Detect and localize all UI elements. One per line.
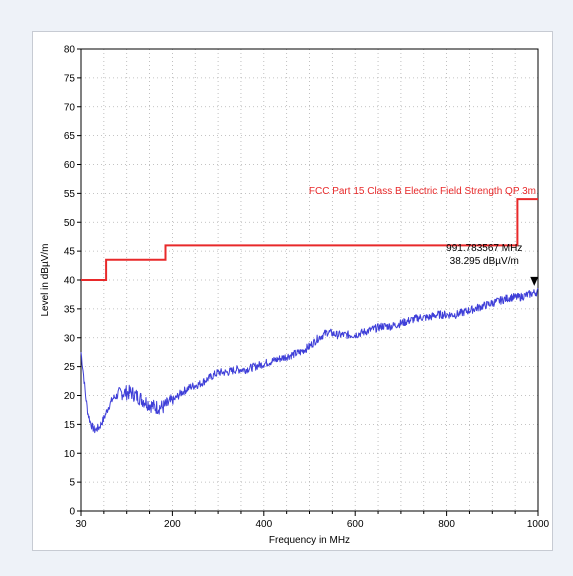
y-tick-label: 20	[64, 391, 76, 402]
marker-triangle-icon	[530, 276, 539, 286]
grid	[81, 49, 538, 511]
marker-level-label: 38.295 dBµV/m	[450, 256, 519, 267]
marker-frequency-label: 991.783567 MHz	[446, 243, 522, 254]
x-tick-label: 600	[347, 519, 364, 530]
x-axis-label: Frequency in MHz	[269, 535, 350, 546]
y-tick-label: 15	[64, 420, 76, 431]
emission-chart: 0 5 10 15 20 25 30 35 40 45 50 55 60 65 70 75 80 30 200 400…	[40, 45, 550, 547]
measurement-trace	[80, 288, 539, 434]
y-axis-label: Level in dBµV/m	[40, 243, 51, 316]
y-tick-label: 80	[64, 45, 76, 56]
y-tick-label: 10	[64, 449, 76, 460]
y-tick-label: 55	[64, 189, 76, 200]
y-tick-label: 75	[64, 73, 76, 84]
y-tick-label: 70	[64, 102, 76, 113]
y-tick-label: 0	[69, 507, 75, 518]
y-tick-label: 50	[64, 218, 76, 229]
limit-line	[81, 198, 538, 281]
y-tick-label: 30	[64, 333, 76, 344]
x-tick-label: 800	[438, 519, 455, 530]
y-tick-label: 60	[64, 160, 76, 171]
y-tick-label: 35	[64, 304, 76, 315]
y-tick-label: 5	[69, 478, 75, 489]
chart-panel: 0 5 10 15 20 25 30 35 40 45 50 55 60 65 70 75 80 30 200 400…	[32, 31, 553, 551]
axis-ticks: 0 5 10 15 20 25 30 35 40 45 50 55 60 65 70 75 80 30 200 400…	[64, 45, 550, 531]
y-tick-label: 40	[64, 276, 76, 287]
x-tick-label: 30	[75, 519, 87, 530]
y-tick-label: 45	[64, 247, 76, 258]
limit-line-label: FCC Part 15 Class B Electric Field Stren…	[309, 186, 536, 197]
y-tick-label: 65	[64, 131, 76, 142]
x-tick-label: 400	[255, 519, 272, 530]
x-tick-label: 1000	[527, 519, 550, 530]
series	[80, 198, 539, 434]
y-tick-label: 25	[64, 362, 76, 373]
x-tick-label: 200	[164, 519, 181, 530]
